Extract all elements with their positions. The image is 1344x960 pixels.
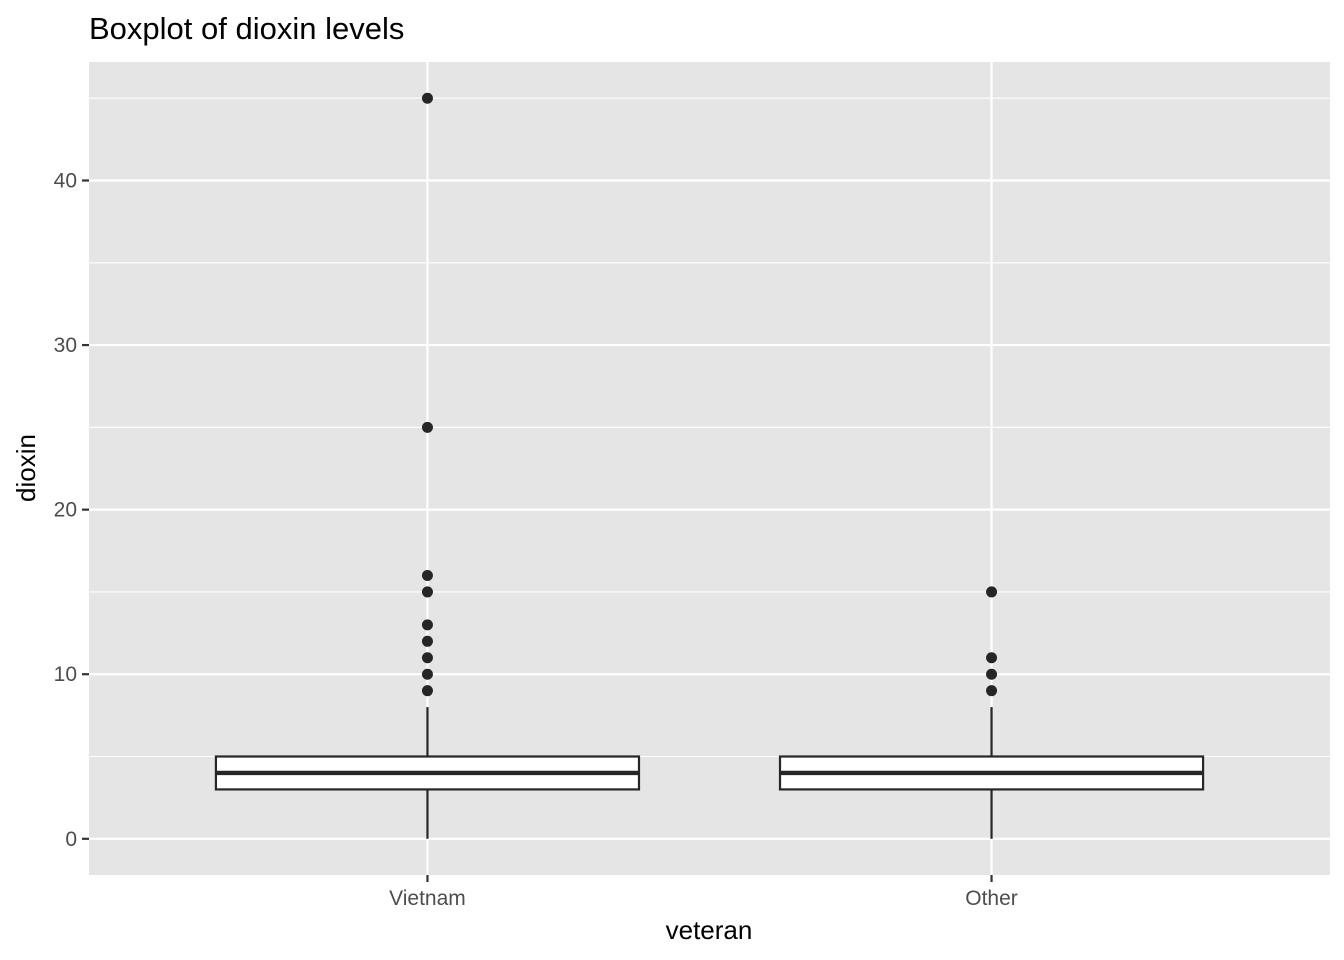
box-vietnam: [214, 92, 641, 839]
y-tick-label: 0: [65, 828, 77, 851]
outlier-point: [421, 635, 433, 647]
x-tick-label: Vietnam: [389, 887, 466, 910]
outlier-point: [421, 619, 433, 631]
outlier-point: [986, 586, 998, 598]
outlier-point: [986, 685, 998, 697]
x-tick-label: Other: [965, 887, 1018, 910]
outlier-point: [986, 652, 998, 664]
outlier-point: [421, 685, 433, 697]
grid-lines: [89, 62, 1330, 875]
outlier-point: [986, 668, 998, 680]
y-tick-label: 40: [54, 169, 77, 192]
chart-title: Boxplot of dioxin levels: [89, 11, 404, 46]
outlier-point: [421, 652, 433, 664]
outlier-point: [421, 668, 433, 680]
outlier-point: [421, 421, 433, 433]
outlier-point: [421, 569, 433, 581]
y-tick-label: 30: [54, 334, 77, 357]
outlier-point: [421, 92, 433, 104]
outlier-point: [421, 586, 433, 598]
y-tick-label: 20: [54, 499, 77, 522]
box-marks: [214, 92, 1205, 839]
plot-panel: [89, 62, 1330, 875]
x-axis-title: veteran: [666, 915, 753, 945]
axes: 0 10 20 30 40 Vietnam Other: [54, 169, 1018, 910]
y-axis-title: dioxin: [11, 434, 41, 502]
box-other: [778, 586, 1205, 839]
y-tick-label: 10: [54, 663, 77, 686]
